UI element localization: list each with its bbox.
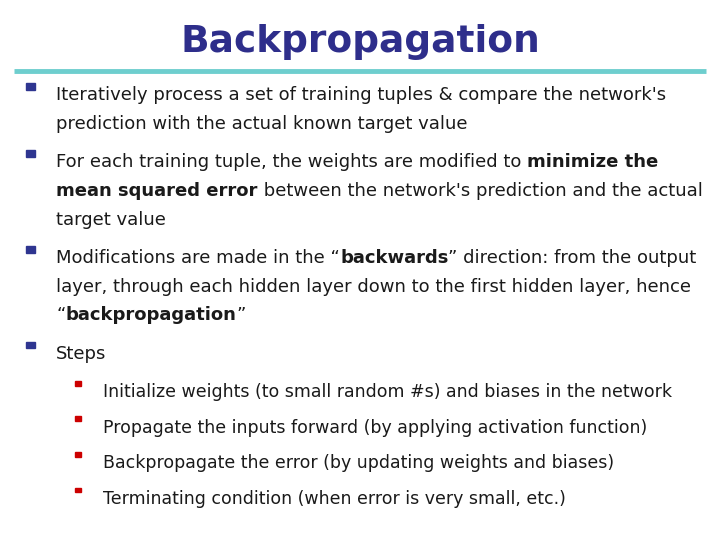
Text: Backpropagate the error (by updating weights and biases): Backpropagate the error (by updating wei… bbox=[103, 454, 614, 472]
Bar bbox=[26, 151, 35, 157]
Text: Modifications are made in the “: Modifications are made in the “ bbox=[56, 249, 340, 267]
Text: backpropagation: backpropagation bbox=[66, 306, 236, 324]
Bar bbox=[26, 84, 35, 90]
Text: minimize the: minimize the bbox=[527, 153, 659, 171]
Text: prediction with the actual known target value: prediction with the actual known target … bbox=[56, 115, 468, 133]
Bar bbox=[26, 342, 35, 348]
Bar bbox=[75, 488, 81, 492]
Text: Propagate the inputs forward (by applying activation function): Propagate the inputs forward (by applyin… bbox=[103, 418, 647, 436]
Text: Terminating condition (when error is very small, etc.): Terminating condition (when error is ver… bbox=[103, 490, 566, 508]
Text: “: “ bbox=[56, 306, 66, 324]
Bar bbox=[26, 246, 35, 253]
Text: between the network's prediction and the actual: between the network's prediction and the… bbox=[258, 182, 703, 200]
Text: Steps: Steps bbox=[56, 345, 107, 362]
Text: mean squared error: mean squared error bbox=[56, 182, 258, 200]
Text: ” direction: from the output: ” direction: from the output bbox=[449, 249, 697, 267]
Text: layer, through each hidden layer down to the first hidden layer, hence: layer, through each hidden layer down to… bbox=[56, 278, 691, 295]
Text: Iteratively process a set of training tuples & compare the network's: Iteratively process a set of training tu… bbox=[56, 86, 666, 104]
Text: ”: ” bbox=[236, 306, 246, 324]
Bar bbox=[75, 416, 81, 421]
Text: Initialize weights (to small random #s) and biases in the network: Initialize weights (to small random #s) … bbox=[103, 383, 672, 401]
Bar bbox=[75, 452, 81, 457]
Text: Backpropagation: Backpropagation bbox=[180, 24, 540, 60]
Bar bbox=[75, 381, 81, 386]
Text: target value: target value bbox=[56, 211, 166, 228]
Text: For each training tuple, the weights are modified to: For each training tuple, the weights are… bbox=[56, 153, 527, 171]
Text: backwards: backwards bbox=[340, 249, 449, 267]
